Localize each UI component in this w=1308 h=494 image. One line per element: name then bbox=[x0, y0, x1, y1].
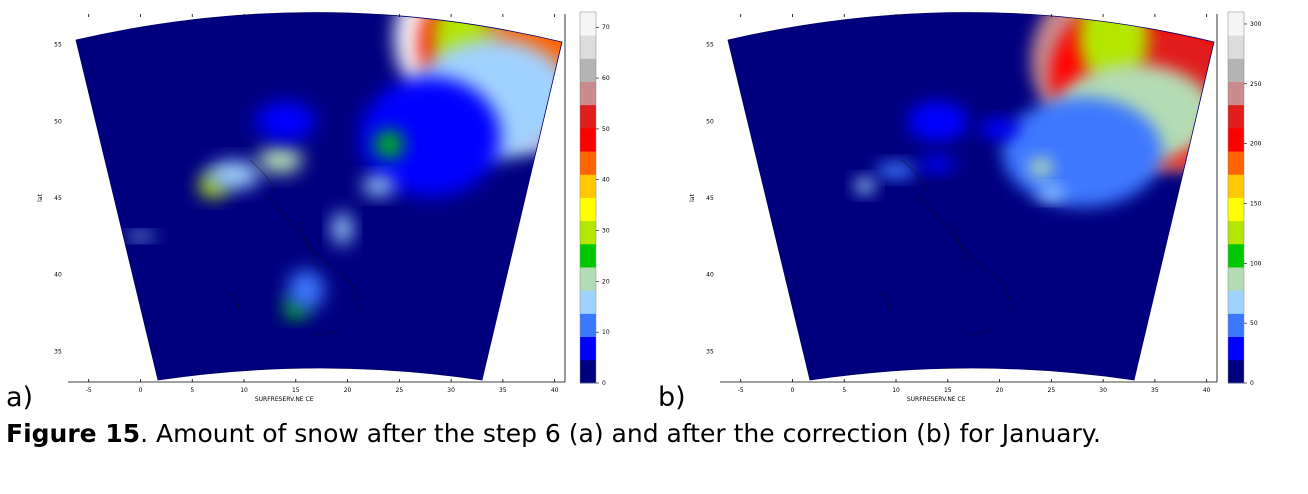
snow-region bbox=[360, 76, 501, 197]
snow-region bbox=[126, 232, 155, 241]
snow-field-1 bbox=[728, 12, 1214, 380]
colorbar-tick-label: 100 bbox=[1250, 260, 1262, 267]
x-tick-label: -5 bbox=[86, 387, 92, 394]
colorbar-tick-label: 0 bbox=[602, 380, 606, 387]
colorbar-tick-label: 0 bbox=[1250, 380, 1254, 387]
x-tick-label: 40 bbox=[551, 387, 559, 394]
snow-region bbox=[374, 130, 403, 159]
y-tick-label: 40 bbox=[706, 272, 714, 279]
snow-region bbox=[1037, 186, 1066, 201]
snow-region bbox=[258, 145, 303, 174]
snow-region bbox=[1002, 97, 1163, 207]
x-axis-label: SURFRESERV.NE CE bbox=[907, 396, 966, 403]
snow-region bbox=[362, 175, 395, 196]
axes bbox=[68, 14, 566, 383]
x-tick-label: 25 bbox=[1048, 387, 1056, 394]
snow-region bbox=[207, 161, 260, 189]
map-domain-outline bbox=[727, 12, 1215, 381]
x-tick-label: 5 bbox=[842, 387, 846, 394]
snow-region bbox=[907, 101, 968, 142]
colorbar-tick-label: 40 bbox=[602, 177, 610, 184]
snow-region bbox=[919, 156, 956, 173]
map-b: -5 0 5 10 15 20 25 30 35 40 35 40 45 50 55 SURFRESERV.N… bbox=[689, 11, 1262, 403]
coastline bbox=[225, 159, 359, 335]
colorbar bbox=[1227, 11, 1245, 384]
y-axis-label: lat bbox=[37, 194, 44, 202]
x-axis-label: SURFRESERV.NE CE bbox=[255, 396, 314, 403]
panel-a-letter: a) bbox=[6, 382, 34, 413]
colorbar-tick-label: 200 bbox=[1250, 141, 1262, 148]
y-tick-label: 55 bbox=[54, 42, 62, 49]
y-tick-label: 50 bbox=[706, 118, 714, 125]
snow-region bbox=[876, 162, 917, 179]
x-tick-label: 0 bbox=[139, 387, 143, 394]
x-tick-label: 5 bbox=[190, 387, 194, 394]
x-tick-label: 0 bbox=[791, 387, 795, 394]
x-tick-label: 10 bbox=[892, 387, 900, 394]
axes bbox=[720, 14, 1218, 383]
colorbar-tick-label: 250 bbox=[1250, 81, 1262, 88]
colorbar-tick-label: 50 bbox=[602, 126, 610, 133]
figure-caption: Figure 15. Amount of snow after the step… bbox=[6, 418, 1302, 450]
y-tick-label: 45 bbox=[54, 195, 62, 202]
y-tick-label: 35 bbox=[54, 348, 62, 355]
colorbar-tick-label: 70 bbox=[602, 24, 610, 31]
x-tick-label: 25 bbox=[396, 387, 404, 394]
snow-region bbox=[1028, 157, 1053, 178]
snow-region bbox=[288, 270, 325, 310]
y-axis-label: lat bbox=[689, 194, 696, 202]
colorbar bbox=[579, 11, 597, 384]
panel-a: -5 0 5 10 15 20 25 30 35 40 35 40 45 50 55 SURFRESERV.N… bbox=[0, 0, 650, 413]
coastline bbox=[877, 159, 1011, 335]
snow-region bbox=[979, 119, 1020, 139]
x-tick-label: 40 bbox=[1203, 387, 1211, 394]
panel-b: -5 0 5 10 15 20 25 30 35 40 35 40 45 50 55 SURFRESERV.N… bbox=[648, 0, 1308, 413]
colorbar-tick-label: 300 bbox=[1250, 21, 1262, 28]
x-tick-label: 35 bbox=[499, 387, 507, 394]
colorbar-tick-label: 10 bbox=[602, 329, 610, 336]
x-tick-label: 20 bbox=[344, 387, 352, 394]
colorbar-tick-label: 20 bbox=[602, 278, 610, 285]
colorbar-tick-label: 60 bbox=[602, 75, 610, 82]
y-tick-label: 35 bbox=[706, 348, 714, 355]
x-tick-label: 10 bbox=[240, 387, 248, 394]
panel-b-letter: b) bbox=[658, 382, 686, 413]
x-tick-label: 35 bbox=[1151, 387, 1159, 394]
x-tick-label: 20 bbox=[996, 387, 1004, 394]
snow-region bbox=[1078, 12, 1149, 87]
map-domain-outline bbox=[75, 12, 563, 381]
snow-region bbox=[332, 212, 353, 245]
map-a: -5 0 5 10 15 20 25 30 35 40 35 40 45 50 55 SURFRESERV.N… bbox=[37, 11, 610, 403]
colorbar-tick-label: 50 bbox=[1250, 320, 1258, 327]
x-tick-label: 15 bbox=[292, 387, 300, 394]
y-tick-label: 40 bbox=[54, 272, 62, 279]
x-tick-label: 30 bbox=[447, 387, 455, 394]
colorbar-tick-label: 150 bbox=[1250, 200, 1262, 207]
colorbar-tick-label: 30 bbox=[602, 228, 610, 235]
y-tick-label: 50 bbox=[54, 118, 62, 125]
caption-label: Figure 15 bbox=[6, 419, 141, 448]
snow-region bbox=[255, 101, 316, 142]
snow-field-0 bbox=[76, 12, 562, 380]
snow-region bbox=[854, 177, 875, 194]
x-tick-label: -5 bbox=[738, 387, 744, 394]
x-tick-label: 15 bbox=[944, 387, 952, 394]
x-tick-label: 30 bbox=[1099, 387, 1107, 394]
caption-text: . Amount of snow after the step 6 (a) an… bbox=[140, 419, 1101, 448]
y-tick-label: 45 bbox=[706, 195, 714, 202]
y-tick-label: 55 bbox=[706, 42, 714, 49]
